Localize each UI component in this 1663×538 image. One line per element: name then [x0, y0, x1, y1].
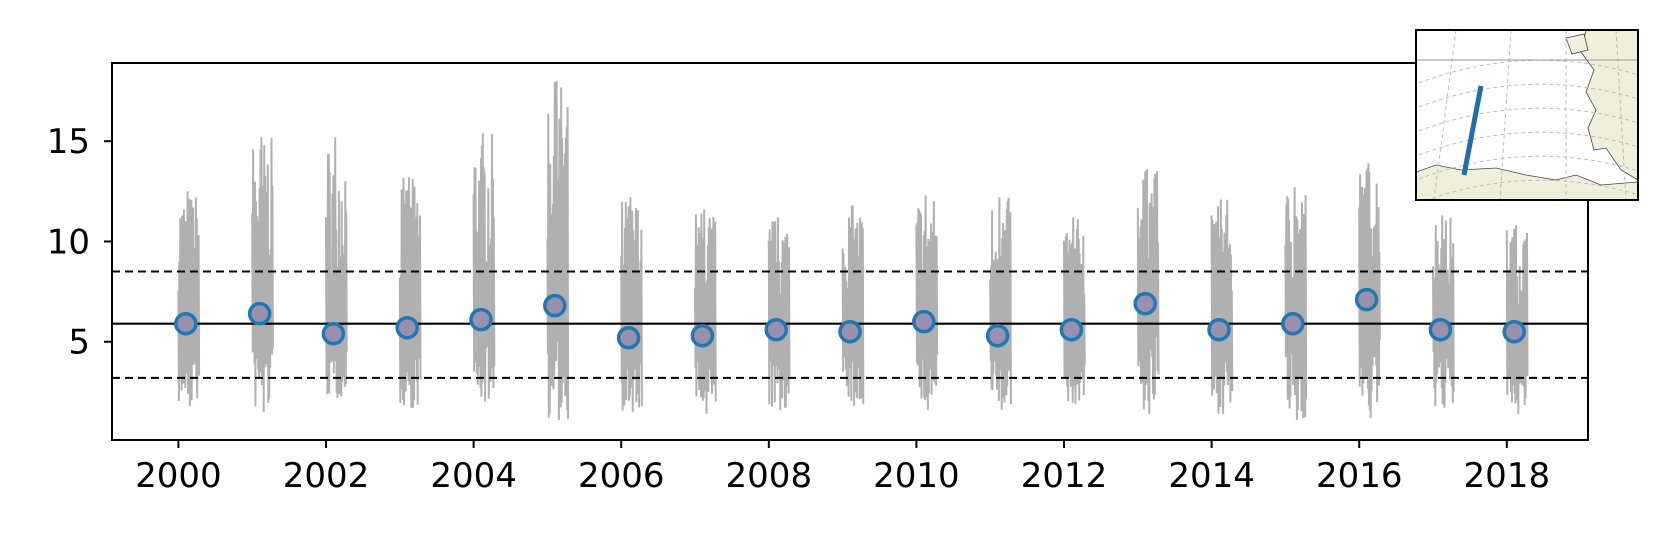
seasonal-trace: [620, 197, 643, 412]
annual-mean-point: [1207, 317, 1231, 342]
annual-mean-point: [616, 325, 641, 350]
seasonal-trace: [694, 209, 717, 414]
x-tick-label: 2006: [578, 456, 665, 496]
annual-mean-point: [1502, 319, 1526, 344]
annual-mean-point: [395, 315, 419, 340]
seasonal-trace: [1210, 199, 1234, 414]
annual-mean-point: [1354, 287, 1379, 312]
axes: 2000 2002 2004 2006 2008 2010 2012 2014 2016 2018…: [47, 62, 1589, 496]
annual-mean-point: [764, 317, 788, 342]
annual-mean-point: [690, 323, 715, 348]
graticule-line: [1615, 30, 1627, 200]
annual-mean-point: [543, 293, 567, 318]
graticule-line: [1433, 30, 1457, 200]
x-tick-label: 2008: [726, 456, 813, 496]
seasonal-trace: [398, 177, 422, 408]
x-tick-label: 2014: [1168, 456, 1255, 496]
seasonal-trace: [1432, 215, 1455, 408]
y-tick-label: 5: [68, 323, 90, 363]
inset-content: [1416, 30, 1638, 200]
x-tick-label: 2000: [135, 456, 222, 496]
seasonal-trace: [177, 191, 201, 406]
plot-clip-group: [112, 80, 1588, 420]
annual-mean-point: [321, 321, 346, 346]
seasonal-trace: [1063, 217, 1086, 404]
annual-mean-point: [469, 307, 493, 332]
annual-mean-point: [1281, 311, 1305, 336]
y-tick-label: 10: [47, 222, 90, 262]
x-tick-label: 2002: [283, 456, 370, 496]
land-mass: [1565, 33, 1589, 55]
annual-mean-point: [912, 309, 936, 334]
y-tick-label: 15: [47, 122, 90, 162]
inset-frame: [1415, 29, 1639, 201]
track-line: [1461, 85, 1484, 176]
plot-area: [112, 80, 1588, 420]
annual-mean-point: [1059, 317, 1084, 342]
seasonal-trace: [1505, 225, 1529, 414]
land-mass: [1580, 30, 1638, 181]
annual-mean-point: [1428, 317, 1453, 342]
annual-mean-point: [838, 319, 862, 344]
annual-mean-point: [985, 323, 1010, 348]
annual-mean-point: [174, 311, 198, 336]
x-tick-label: 2004: [430, 456, 517, 496]
annual-mean-point: [247, 301, 272, 326]
seasonal-trace: [546, 80, 570, 420]
annual-mean-point: [1133, 291, 1157, 316]
inset-map: [1415, 29, 1639, 201]
seasonal-trace: [472, 133, 496, 402]
seasonal-trace: [251, 137, 274, 412]
seasonal-trace: [1284, 187, 1308, 420]
graticule-line: [1499, 30, 1512, 200]
x-tick-label: 2010: [873, 456, 960, 496]
x-tick-label: 2012: [1021, 456, 1108, 496]
seasonal-trace: [841, 205, 865, 406]
x-tick-label: 2016: [1316, 456, 1403, 496]
x-tick-label: 2018: [1464, 456, 1551, 496]
seasonal-trace: [767, 217, 791, 410]
axes-frame: [111, 62, 1589, 441]
seasonal-trace: [325, 137, 348, 398]
